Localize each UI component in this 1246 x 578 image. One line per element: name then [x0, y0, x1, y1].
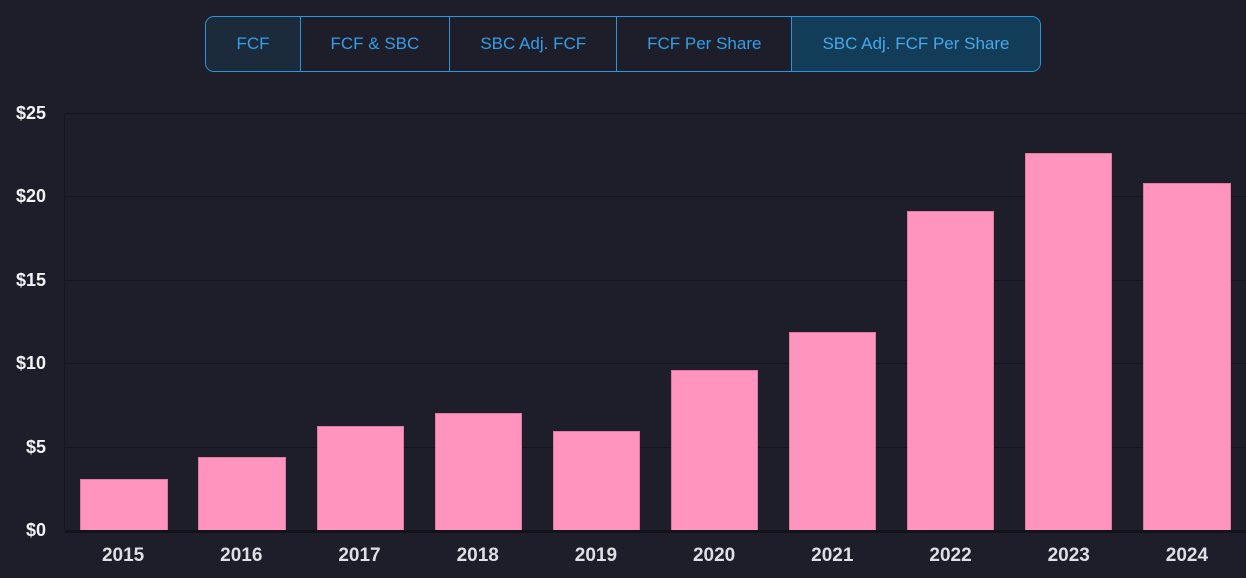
x-tick-label: 2015 — [101, 545, 145, 566]
bar-cell-2017 — [301, 113, 419, 530]
x-tick-label: 2024 — [1165, 545, 1209, 566]
y-tick-label: $25 — [15, 103, 46, 123]
x-tick-label: 2021 — [811, 545, 854, 566]
x-tick-label: 2018 — [456, 545, 499, 566]
gridline-15 — [65, 279, 1246, 281]
bar-cell-2024 — [1128, 113, 1246, 530]
tab-fcf-per-share[interactable]: FCF Per Share — [617, 17, 793, 71]
bar-2022 — [907, 211, 995, 530]
bar-series — [65, 113, 1246, 530]
bar-2016 — [198, 457, 286, 530]
bar-2017 — [316, 425, 404, 530]
x-axis-labels: 2015 2016 2017 2018 2019 2020 2021 2022 2023 2024 — [64, 545, 1246, 567]
bar-cell-2018 — [419, 113, 537, 530]
bar-cell-2016 — [183, 113, 301, 530]
gridline-25 — [65, 113, 1246, 114]
x-tick-label: 2016 — [220, 545, 263, 566]
metric-tab-group: FCF FCF & SBC SBC Adj. FCF FCF Per Share SBC… — [205, 16, 1041, 72]
bar-cell-2020 — [655, 113, 773, 530]
bar-2018 — [434, 413, 523, 530]
x-tick-label: 2022 — [929, 545, 972, 566]
x-tick-label: 2017 — [338, 545, 381, 566]
tab-fcf-sbc[interactable]: FCF & SBC — [301, 17, 451, 71]
y-tick-label: $20 — [15, 186, 46, 207]
gridline-5 — [65, 446, 1246, 448]
y-tick-label: $10 — [15, 353, 46, 374]
tab-sbc-adj-fcf-per-share[interactable]: SBC Adj. FCF Per Share — [792, 17, 1040, 71]
y-tick-label: $5 — [25, 436, 46, 457]
metric-tab-bar-wrap: FCF FCF & SBC SBC Adj. FCF FCF Per Share SBC… — [0, 16, 1246, 72]
bar-2019 — [552, 430, 641, 530]
bar-cell-2021 — [774, 113, 892, 530]
x-tick-label: 2023 — [1047, 545, 1090, 566]
bar-cell-2019 — [537, 113, 655, 530]
bar-cell-2015 — [65, 113, 183, 530]
bar-2015 — [80, 479, 168, 530]
bar-2021 — [788, 331, 877, 530]
y-tick-label: $15 — [15, 269, 46, 290]
bar-2020 — [670, 369, 759, 530]
x-axis-line — [65, 530, 1246, 533]
bar-cell-2022 — [892, 113, 1010, 530]
gridline-10 — [65, 363, 1246, 365]
bar-2023 — [1025, 153, 1113, 530]
x-tick-label: 2019 — [574, 545, 618, 566]
plot-area — [64, 113, 1246, 533]
tab-sbc-adj-fcf[interactable]: SBC Adj. FCF — [450, 17, 618, 71]
bar-2024 — [1143, 183, 1231, 530]
y-tick-label: $0 — [25, 520, 46, 540]
bar-cell-2023 — [1010, 113, 1128, 530]
x-tick-label: 2020 — [692, 545, 736, 566]
gridline-20 — [65, 196, 1246, 198]
fcf-bar-chart: $25 $20 $15 $10 $5 $0 — [0, 103, 1246, 540]
tab-fcf[interactable]: FCF — [206, 17, 301, 71]
